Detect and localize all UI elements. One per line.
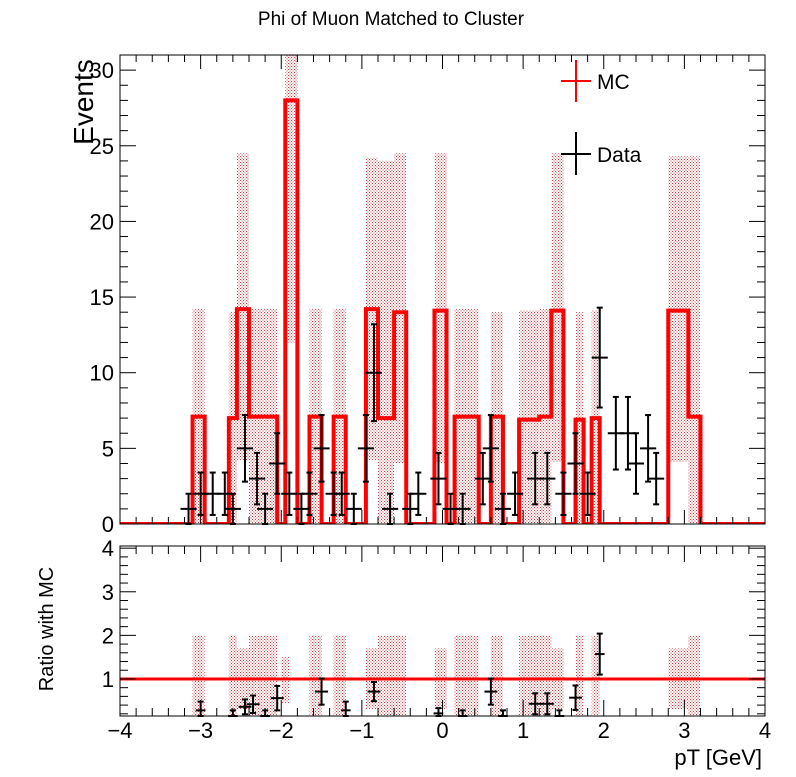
ratio-point	[484, 677, 498, 706]
data-point	[301, 471, 318, 516]
mc-error-band	[394, 153, 407, 464]
mc-error-band	[519, 310, 540, 524]
ratio-error-band	[192, 635, 205, 716]
ratio-point	[594, 632, 605, 676]
y-tick-label: 5	[102, 436, 114, 461]
mc-error-band	[551, 153, 564, 462]
data-point	[236, 414, 254, 483]
data-point	[507, 471, 524, 516]
x-tick-label: −4	[107, 718, 132, 743]
bottom-axes: 1 2 3 4 −4 −3 −2 −1 0 1 2 3 4	[102, 536, 771, 743]
data-point	[249, 451, 266, 506]
ratio-point	[315, 677, 329, 706]
x-tick-label: 4	[759, 718, 771, 743]
x-tick-label: 0	[436, 718, 448, 743]
ratio-error-band	[688, 635, 701, 716]
legend-entry-data: Data	[561, 132, 642, 175]
ratio-point	[238, 698, 252, 716]
ratio-error-band	[378, 635, 407, 716]
mc-error-band	[688, 156, 701, 524]
y-tick-label: 10	[90, 361, 114, 386]
ratio-error-band	[575, 635, 584, 716]
data-point	[579, 471, 596, 516]
legend: MC Data	[561, 60, 642, 175]
top-axes: 0 5 10 15 20 25 30	[90, 54, 766, 537]
x-tick-label: 3	[678, 718, 690, 743]
ratio-point	[528, 692, 542, 716]
ratio-error-band	[454, 635, 479, 716]
ratio-y-tick-label: 1	[102, 667, 114, 692]
ratio-error-band	[309, 635, 322, 716]
data-point	[281, 471, 298, 516]
data-point	[345, 492, 362, 525]
data-point	[482, 414, 499, 483]
y-tick-label: 30	[90, 58, 114, 83]
x-tick-label: 2	[598, 718, 610, 743]
ratio-error-band	[490, 635, 503, 716]
y-tick-label: 20	[90, 209, 114, 234]
ratio-error-band	[333, 635, 346, 716]
ratio-error-band	[228, 635, 237, 716]
ratio-y-tick-label: 2	[102, 623, 114, 648]
mc-error-band	[285, 55, 298, 343]
data-point	[648, 451, 665, 506]
x-axis-label: pT [GeV]	[674, 745, 762, 770]
y-axis-label-events: Events	[68, 59, 99, 145]
ratio-y-tick-label: 3	[102, 580, 114, 605]
data-point	[269, 432, 286, 495]
y-tick-label: 0	[102, 512, 114, 537]
mc-error-band	[434, 153, 447, 464]
data-point	[313, 414, 330, 483]
chart-title: Phi of Muon Matched to Cluster	[258, 9, 525, 30]
data-point	[539, 451, 556, 506]
ratio-point	[569, 684, 582, 711]
ratio-point	[367, 681, 381, 703]
data-point	[410, 471, 427, 516]
data-point	[430, 451, 447, 506]
x-tick-label: −2	[269, 718, 294, 743]
mc-error-band	[236, 153, 249, 461]
data-point	[474, 451, 491, 506]
data-point	[555, 471, 572, 516]
legend-label-mc: MC	[597, 71, 630, 94]
data-point	[640, 414, 657, 483]
mc-error-band	[378, 160, 395, 524]
y-axis-label-ratio: Ratio with MC	[36, 567, 58, 691]
data-point	[365, 323, 383, 423]
data-point	[591, 306, 608, 409]
ratio-point	[540, 692, 554, 716]
ratio-y-tick-label: 4	[102, 536, 114, 561]
data-point	[357, 414, 374, 483]
ratio-point	[246, 694, 260, 714]
y-tick-label: 25	[90, 134, 114, 159]
legend-label-data: Data	[597, 144, 642, 167]
data-point	[567, 432, 584, 495]
ratio-point	[270, 684, 284, 712]
x-tick-label: −1	[349, 718, 374, 743]
y-tick-label: 15	[90, 285, 114, 310]
data-points	[180, 306, 665, 525]
data-point	[333, 471, 350, 516]
ratio-error-band	[591, 635, 600, 716]
x-tick-label: 1	[517, 718, 529, 743]
data-point	[627, 432, 645, 495]
legend-entry-mc: MC	[561, 60, 630, 102]
x-tick-label: −3	[188, 718, 213, 743]
ratio-point	[554, 709, 565, 717]
